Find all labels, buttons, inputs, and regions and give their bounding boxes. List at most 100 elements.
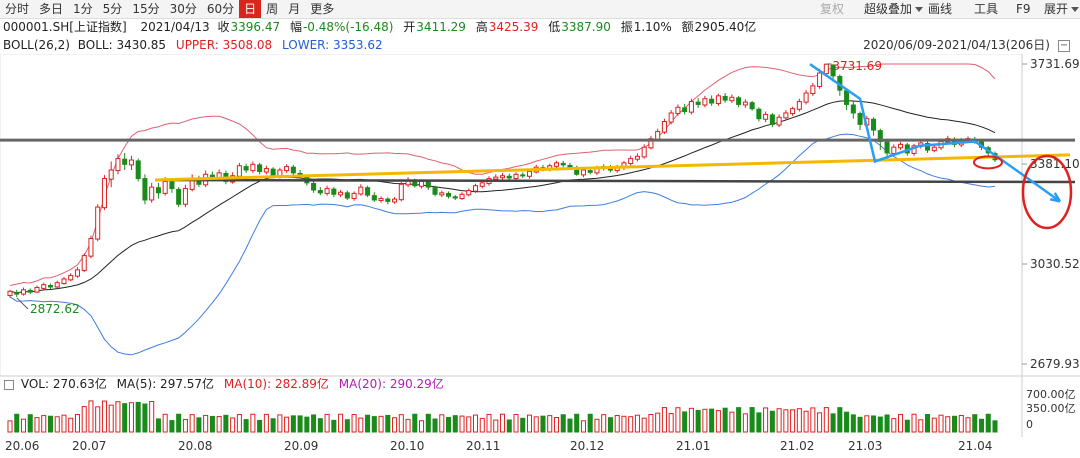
toolbar-superimpose[interactable]: 超级叠加 bbox=[864, 0, 924, 18]
volume-bar bbox=[614, 415, 620, 433]
volume-bar bbox=[54, 416, 60, 433]
toolbar-expand[interactable]: 展开 bbox=[1044, 0, 1080, 18]
timeframe-7[interactable]: 日 bbox=[239, 0, 262, 18]
candle-body bbox=[250, 163, 256, 172]
candle-body bbox=[115, 158, 121, 172]
candle-body bbox=[763, 113, 769, 120]
volume-bar bbox=[432, 418, 438, 433]
high-value: 3425.39 bbox=[488, 20, 539, 34]
boll-indicator-bar: BOLL(26,2) BOLL: 3430.85 UPPER: 3508.08 … bbox=[0, 36, 1080, 54]
volume-bar bbox=[493, 419, 499, 433]
timeframe-3[interactable]: 5分 bbox=[102, 2, 123, 16]
candle-body bbox=[14, 292, 20, 295]
timeframe-0[interactable]: 分时 bbox=[5, 2, 30, 16]
vol-value: VOL: 270.63亿 bbox=[20, 377, 107, 391]
candle-body bbox=[493, 176, 499, 180]
close-label: 收 bbox=[217, 20, 230, 34]
volume-bar bbox=[715, 410, 721, 433]
boll-lower: LOWER: 3353.62 bbox=[282, 38, 383, 52]
volume-bar bbox=[446, 416, 452, 433]
toolbar-f9[interactable]: F9 bbox=[1016, 2, 1031, 16]
vol-tick-label: 0 bbox=[1026, 418, 1033, 431]
candle-body bbox=[580, 169, 586, 176]
timeframe-5[interactable]: 30分 bbox=[169, 2, 197, 16]
volume-bar bbox=[702, 408, 708, 433]
volume-bar bbox=[985, 413, 991, 433]
x-tick-label: 20.09 bbox=[284, 439, 319, 453]
volume-bar bbox=[837, 407, 843, 433]
y-tick-label: 3731.69 bbox=[1030, 57, 1080, 71]
candle-body bbox=[284, 166, 290, 172]
boll-title[interactable]: BOLL(26,2) bbox=[3, 38, 70, 52]
volume-bar bbox=[965, 417, 971, 433]
candle-body bbox=[324, 188, 330, 194]
candle-body bbox=[385, 198, 391, 202]
volume-bar bbox=[378, 415, 384, 433]
candle-body bbox=[425, 181, 431, 188]
boll-upper: UPPER: 3508.08 bbox=[175, 38, 273, 52]
volume-bar bbox=[7, 420, 13, 433]
red-circle-big bbox=[1021, 154, 1073, 230]
volume-bar bbox=[553, 417, 559, 433]
volume-bar bbox=[209, 415, 215, 433]
candle-body bbox=[526, 170, 533, 177]
volume-bar bbox=[864, 415, 870, 433]
toolbar-tools[interactable]: 工具 bbox=[974, 2, 999, 16]
vol-toggle-icon[interactable] bbox=[4, 379, 14, 390]
volume-bar bbox=[128, 402, 134, 433]
volume-bar bbox=[580, 420, 586, 433]
low-price-label: 2872.62 bbox=[30, 302, 80, 316]
volume-bar bbox=[479, 417, 485, 433]
volume-bar bbox=[419, 420, 425, 433]
timeframe-8[interactable]: 周 bbox=[266, 2, 279, 16]
orange-trendline bbox=[154, 153, 1071, 182]
timeframe-2[interactable]: 1分 bbox=[73, 2, 93, 16]
volume-bar bbox=[412, 413, 418, 433]
timeframe-1[interactable]: 多日 bbox=[39, 2, 64, 16]
timeframe-6[interactable]: 60分 bbox=[206, 2, 235, 16]
toolbar-draw-line[interactable]: 画线 bbox=[928, 2, 953, 16]
volume-bar bbox=[14, 413, 20, 433]
candle-body bbox=[155, 187, 161, 194]
volume-bar bbox=[371, 416, 377, 433]
candle-body bbox=[290, 166, 296, 174]
candle-body bbox=[931, 146, 937, 152]
volume-bar bbox=[763, 407, 769, 433]
volume-bar bbox=[587, 413, 593, 433]
date-range[interactable]: 2020/06/09-2021/04/13(206日) bbox=[863, 38, 1050, 52]
candle-body bbox=[365, 187, 371, 196]
volume-bar bbox=[526, 414, 533, 433]
candle-body bbox=[398, 183, 404, 201]
volume-bar bbox=[823, 407, 829, 433]
toolbar-fuquan[interactable]: 复权 bbox=[820, 2, 845, 16]
volume-bar bbox=[567, 418, 573, 433]
volume-bar bbox=[951, 415, 958, 433]
candle-body bbox=[20, 289, 27, 295]
collapse-icon[interactable]: − bbox=[1058, 40, 1070, 52]
candle-body bbox=[149, 186, 155, 201]
volume-bar bbox=[27, 414, 33, 433]
candle-body bbox=[553, 162, 559, 167]
volume-bar bbox=[634, 414, 640, 433]
candle-body bbox=[452, 196, 458, 199]
boll-lower-line bbox=[9, 133, 996, 356]
volume-bar bbox=[68, 417, 74, 433]
volume-bar bbox=[945, 416, 951, 433]
volume-bar bbox=[756, 412, 762, 433]
candle-body bbox=[68, 275, 74, 281]
volume-bar bbox=[918, 419, 924, 433]
timeframe-10[interactable]: 更多 bbox=[310, 2, 335, 16]
candle-body bbox=[769, 114, 775, 125]
timeframe-9[interactable]: 月 bbox=[288, 2, 301, 16]
volume-bar bbox=[142, 403, 148, 433]
volume-bar bbox=[149, 400, 155, 433]
timeframe-4[interactable]: 15分 bbox=[132, 2, 160, 16]
candle-body bbox=[499, 175, 506, 179]
candlestick-chart[interactable]: 3731.69 3381.10 3030.52 2679.93 3731.69 2872.… bbox=[0, 54, 1080, 437]
volume-bar bbox=[297, 415, 303, 433]
candle-body bbox=[101, 178, 107, 209]
candle-body bbox=[344, 192, 350, 199]
volume-bar bbox=[176, 413, 182, 433]
candle-body bbox=[587, 170, 593, 173]
x-tick-label: 21.02 bbox=[780, 439, 815, 453]
